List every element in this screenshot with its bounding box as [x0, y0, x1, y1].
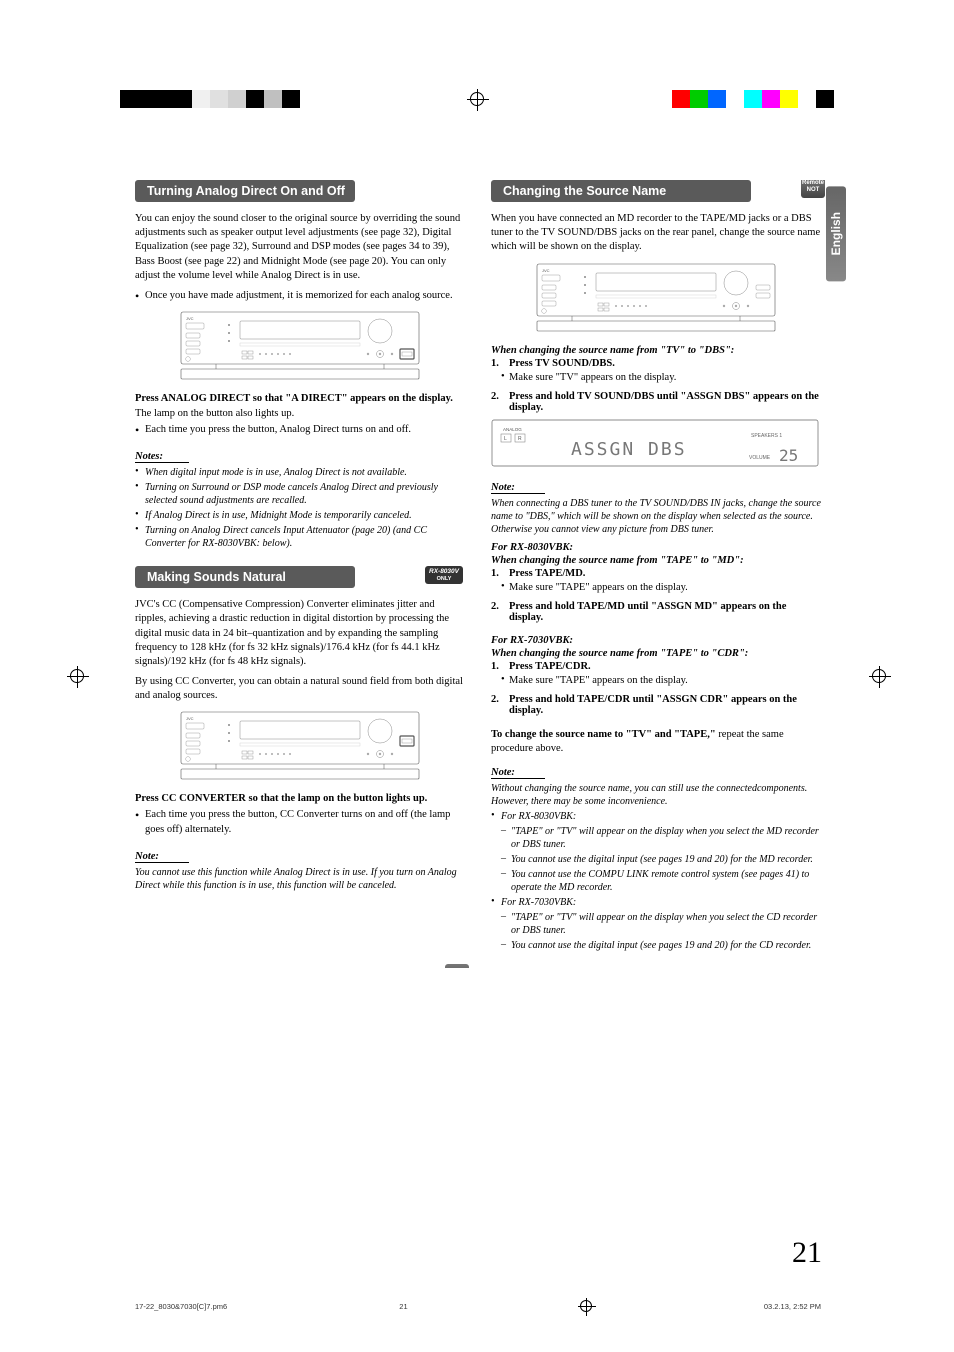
step-md-1: Press TAPE/MD.	[509, 568, 585, 579]
sub2-title: When changing the source name from "TAPE…	[491, 555, 821, 566]
crosshair-right	[872, 669, 886, 683]
para-analog-direct: You can enjoy the sound closer to the or…	[135, 212, 465, 283]
note2-intro: Without changing the source name, you ca…	[491, 782, 821, 808]
svg-text:ANALOG: ANALOG	[503, 427, 522, 432]
note-label-2: Note:	[135, 851, 189, 863]
note2-b2: You cannot use the digital input (see pa…	[501, 939, 821, 952]
receiver-figure-2: JVC	[180, 711, 420, 783]
receiver-figure-3: JVC	[536, 263, 776, 335]
footer: 17-22_8030&7030[C]7.pm6 21 03.2.13, 2:52…	[135, 1300, 821, 1312]
toggle-cc: Each time you press the button, CC Conve…	[135, 808, 465, 836]
notes-label-1: Notes:	[135, 451, 189, 463]
for-7030: For RX-7030VBK:	[491, 635, 821, 646]
page-number: 21	[792, 1236, 822, 1270]
step-md-1b: Make sure "TAPE" appears on the display.	[491, 582, 821, 593]
note2-b: For RX-7030VBK:	[491, 896, 821, 909]
crosshair-top	[470, 92, 484, 106]
step-cdr-1: Press TAPE/CDR.	[509, 661, 591, 672]
toggle-analog: Each time you press the button, Analog D…	[135, 423, 465, 437]
note-attenuator: Turning on Analog Direct cancels Input A…	[135, 524, 465, 550]
closing-para: To change the source name to "TV" and "T…	[491, 728, 821, 756]
step-md-2: Press and hold TAPE/MD until "ASSGN MD" …	[509, 601, 786, 623]
note-surround: Turning on Surround or DSP mode cancels …	[135, 481, 465, 507]
note2-a1: "TAPE" or "TV" will appear on the displa…	[501, 825, 821, 851]
note-digital-input: When digital input mode is in use, Analo…	[135, 466, 465, 479]
note-label-4: Note:	[491, 767, 545, 779]
page-content: Turning Analog Direct On and Off You can…	[135, 180, 821, 968]
footer-filename: 17-22_8030&7030[C]7.pm6	[135, 1302, 227, 1311]
footer-page: 21	[399, 1302, 407, 1311]
registration-left	[120, 90, 300, 108]
note2-b1: "TAPE" or "TV" will appear on the displa…	[501, 911, 821, 937]
crosshair-left	[70, 669, 84, 683]
language-tab: English	[826, 186, 846, 281]
lcd-figure: ANALOG L R ASSGN DBS SPEAKERS 1 VOLUME 2…	[491, 419, 819, 467]
step-tv-1: Press TV SOUND/DBS.	[509, 358, 615, 369]
note-dbs: When connecting a DBS tuner to the TV SO…	[491, 497, 821, 536]
receiver-figure-1: JVC	[180, 311, 420, 383]
svg-text:ASSGN DBS: ASSGN DBS	[571, 439, 687, 460]
sub3-title: When changing the source name from "TAPE…	[491, 648, 821, 659]
svg-text:25: 25	[779, 446, 798, 465]
heading-analog-direct: Turning Analog Direct On and Off	[135, 180, 355, 202]
svg-text:L: L	[504, 436, 507, 442]
svg-text:JVC: JVC	[542, 268, 550, 273]
para-cc-1: JVC's CC (Compensative Compression) Conv…	[135, 598, 465, 669]
note2-a3: You cannot use the COMPU LINK remote con…	[501, 868, 821, 894]
rx-only-badge: RX-8030VONLY	[425, 566, 463, 584]
step-cdr-1b: Make sure "TAPE" appears on the display.	[491, 675, 821, 686]
heading-source-name: Changing the Source Name	[491, 180, 751, 202]
svg-text:SPEAKERS 1: SPEAKERS 1	[751, 433, 782, 439]
para-cc-2: By using CC Converter, you can obtain a …	[135, 675, 465, 703]
lamp-lights: The lamp on the button also lights up.	[135, 408, 465, 419]
bullet-memorized: Once you have made adjustment, it is mem…	[135, 289, 465, 303]
svg-text:JVC: JVC	[186, 316, 194, 321]
note-midnight: If Analog Direct is in use, Midnight Mod…	[135, 509, 465, 522]
press-cc: Press CC CONVERTER so that the lamp on t…	[135, 793, 427, 804]
step-cdr-2: Press and hold TAPE/CDR until "ASSGN CDR…	[509, 694, 797, 716]
note-label-3: Note:	[491, 482, 545, 494]
svg-text:VOLUME: VOLUME	[749, 455, 771, 461]
svg-text:JVC: JVC	[186, 716, 194, 721]
footer-date: 03.2.13, 2:52 PM	[764, 1302, 821, 1311]
heading-natural: Making Sounds Natural	[135, 566, 355, 588]
note-cc: You cannot use this function while Analo…	[135, 866, 465, 892]
registration-right	[672, 90, 834, 108]
for-8030: For RX-8030VBK:	[491, 542, 821, 553]
note2-a2: You cannot use the digital input (see pa…	[501, 853, 821, 866]
step-tv-2: Press and hold TV SOUND/DBS until "ASSGN…	[509, 391, 819, 413]
note2-a: For RX-8030VBK:	[491, 810, 821, 823]
svg-text:R: R	[518, 436, 522, 442]
step-tv-1b: Make sure "TV" appears on the display.	[491, 372, 821, 383]
crosshair-bottom	[580, 1300, 592, 1312]
press-analog-direct: Press ANALOG DIRECT so that "A DIRECT" a…	[135, 393, 453, 404]
sub1-title: When changing the source name from "TV" …	[491, 345, 821, 356]
para-source: When you have connected an MD recorder t…	[491, 212, 821, 255]
